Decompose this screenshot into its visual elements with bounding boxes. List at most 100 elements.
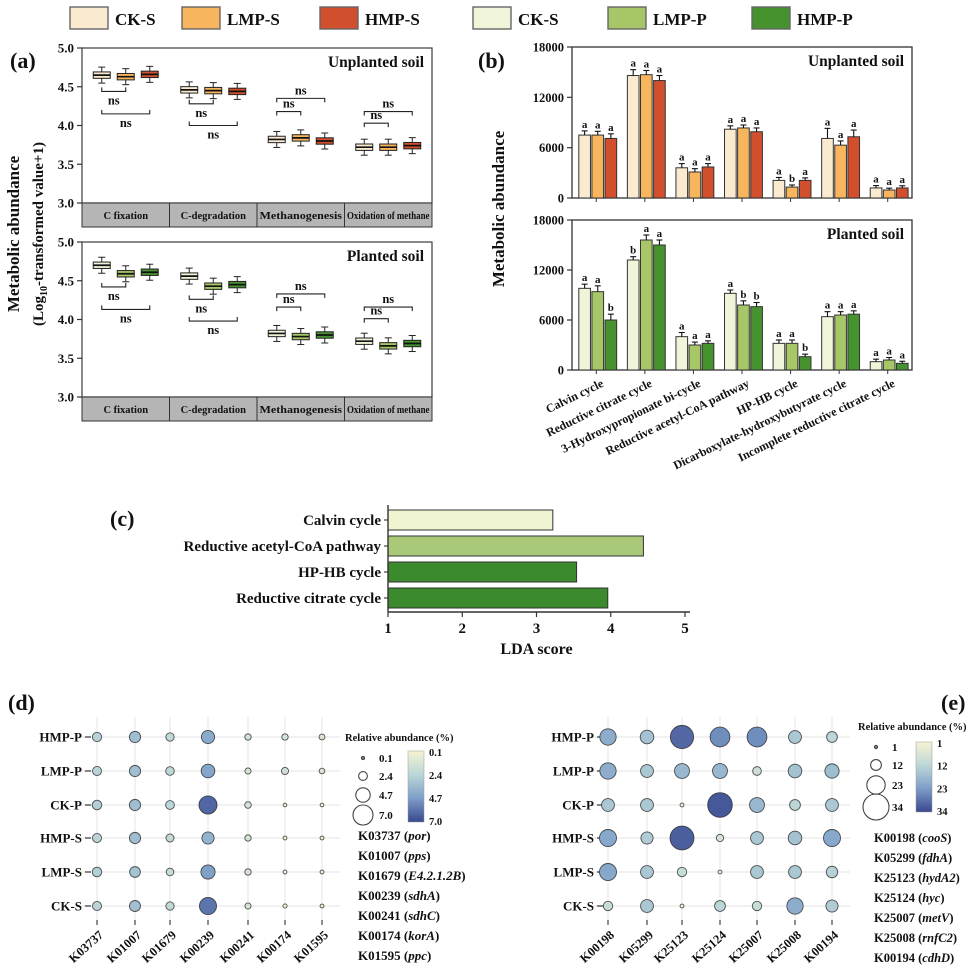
- gene-list-item: K25123 (hydA2): [874, 871, 960, 885]
- bubble: [282, 903, 288, 909]
- ns-bracket: [276, 111, 302, 116]
- ns-bracket: [188, 121, 238, 127]
- size-legend-label: 23: [892, 780, 904, 792]
- bubble: [639, 729, 655, 745]
- y-tick-label: 18000: [533, 41, 564, 55]
- size-legend-label: 0.1: [379, 753, 393, 765]
- category-label: C-degradation: [181, 211, 246, 222]
- bubble: [165, 766, 175, 776]
- ns-bracket: [101, 282, 127, 288]
- category-band-cell: [169, 396, 258, 422]
- sig-letter: a: [679, 321, 685, 333]
- sig-letter: b: [789, 173, 795, 185]
- bubble: [826, 731, 838, 743]
- sig-letter: a: [789, 328, 795, 340]
- gene-list-item: K03737 (por): [358, 828, 431, 843]
- bubble: [244, 834, 252, 842]
- bubble: [752, 766, 762, 776]
- bubble: [746, 726, 768, 748]
- bar: [701, 166, 715, 199]
- panel-c-tag: (c): [110, 506, 134, 531]
- gene-list-item: K01679 (E4.2.1.2B): [358, 868, 466, 883]
- colorbar-label: 12: [937, 762, 948, 773]
- sig-letter: a: [657, 228, 663, 240]
- sig-letter: b: [754, 291, 760, 303]
- ns-label: ns: [295, 279, 307, 293]
- legend-item: CK-S: [472, 6, 559, 30]
- bubble: [751, 900, 763, 912]
- bubble: [825, 798, 839, 812]
- bar: [869, 187, 883, 199]
- bar: [869, 361, 883, 371]
- col-label: K03737: [66, 928, 106, 966]
- x-tick-label: 3: [533, 621, 541, 637]
- y-tick-label: 4.5: [58, 273, 75, 288]
- bubble: [599, 863, 617, 881]
- ns-bracket: [101, 109, 151, 115]
- bubble: [679, 802, 685, 808]
- category-label: Calvin cycle: [303, 513, 381, 529]
- size-legend-circle: [873, 744, 879, 750]
- category-band-cell: [169, 202, 258, 228]
- bubble: [676, 866, 688, 878]
- ns-label: ns: [283, 292, 295, 306]
- category-band-cell: [81, 396, 170, 422]
- bubble: [788, 865, 802, 879]
- bubble: [281, 767, 289, 775]
- category-label: Oxidation of methane: [347, 211, 430, 222]
- bubble: [599, 829, 617, 847]
- y-tick-label: 3.0: [58, 196, 74, 211]
- legend-swatch: [319, 6, 359, 30]
- bar: [834, 314, 847, 371]
- col-label: K00241: [217, 928, 257, 966]
- bubble: [91, 731, 103, 743]
- plot-title: Planted soil: [347, 248, 425, 265]
- y-tick-label: 6000: [539, 141, 564, 155]
- bar: [675, 167, 689, 199]
- bar: [724, 292, 737, 371]
- size-legend-circle: [862, 793, 890, 821]
- bubble: [824, 763, 840, 779]
- bubble: [165, 901, 175, 911]
- bubble: [823, 829, 841, 847]
- bubble: [244, 767, 252, 775]
- panel-a-tag: (a): [10, 48, 36, 73]
- gene-list-item: K25008 (rnfC2): [874, 931, 957, 945]
- bar: [750, 306, 763, 371]
- bar: [724, 128, 737, 199]
- col-label: K25007: [726, 928, 766, 966]
- barchart-planted-soil: Planted soil180001200060000abaaaaaaaabaa…: [533, 214, 913, 472]
- sig-letter: b: [802, 342, 808, 354]
- sig-letter: a: [886, 176, 892, 188]
- bubble: [669, 724, 695, 750]
- x-tick-label: 2: [459, 621, 467, 637]
- bubble: [749, 797, 765, 813]
- gene-list-item: K00198 (cooS): [874, 831, 951, 845]
- y-tick-label: 4.0: [58, 312, 74, 327]
- ns-label: ns: [207, 323, 219, 337]
- panel-c: (c) Calvin cycle Reductive acetyl-CoA pat…: [110, 505, 690, 658]
- bubble: [92, 766, 102, 776]
- sig-letter: a: [776, 165, 782, 177]
- gene-list-item: K01007 (pps): [358, 848, 431, 863]
- plot-frame: [81, 47, 433, 204]
- ns-label: ns: [370, 108, 382, 122]
- bubble: [787, 763, 803, 779]
- sig-letter: a: [754, 116, 760, 128]
- row-label: HMP-P: [39, 730, 82, 745]
- plot-frame: [81, 241, 433, 398]
- bar: [591, 134, 605, 199]
- ns-bracket: [276, 97, 326, 103]
- ns-label: ns: [108, 289, 120, 303]
- size-legend-label: 12: [892, 760, 904, 772]
- gene-list-item: K01595 (ppc): [358, 948, 431, 963]
- panel-a-ylabel-line2: (Log10-transformed value+1): [31, 142, 50, 326]
- bubble: [165, 833, 175, 843]
- row-label: HMP-S: [40, 831, 82, 846]
- bar: [882, 189, 896, 199]
- sig-letter: a: [873, 347, 879, 359]
- category-band-cell: [256, 202, 345, 228]
- bubble: [319, 835, 325, 841]
- size-legend-circle: [355, 787, 371, 803]
